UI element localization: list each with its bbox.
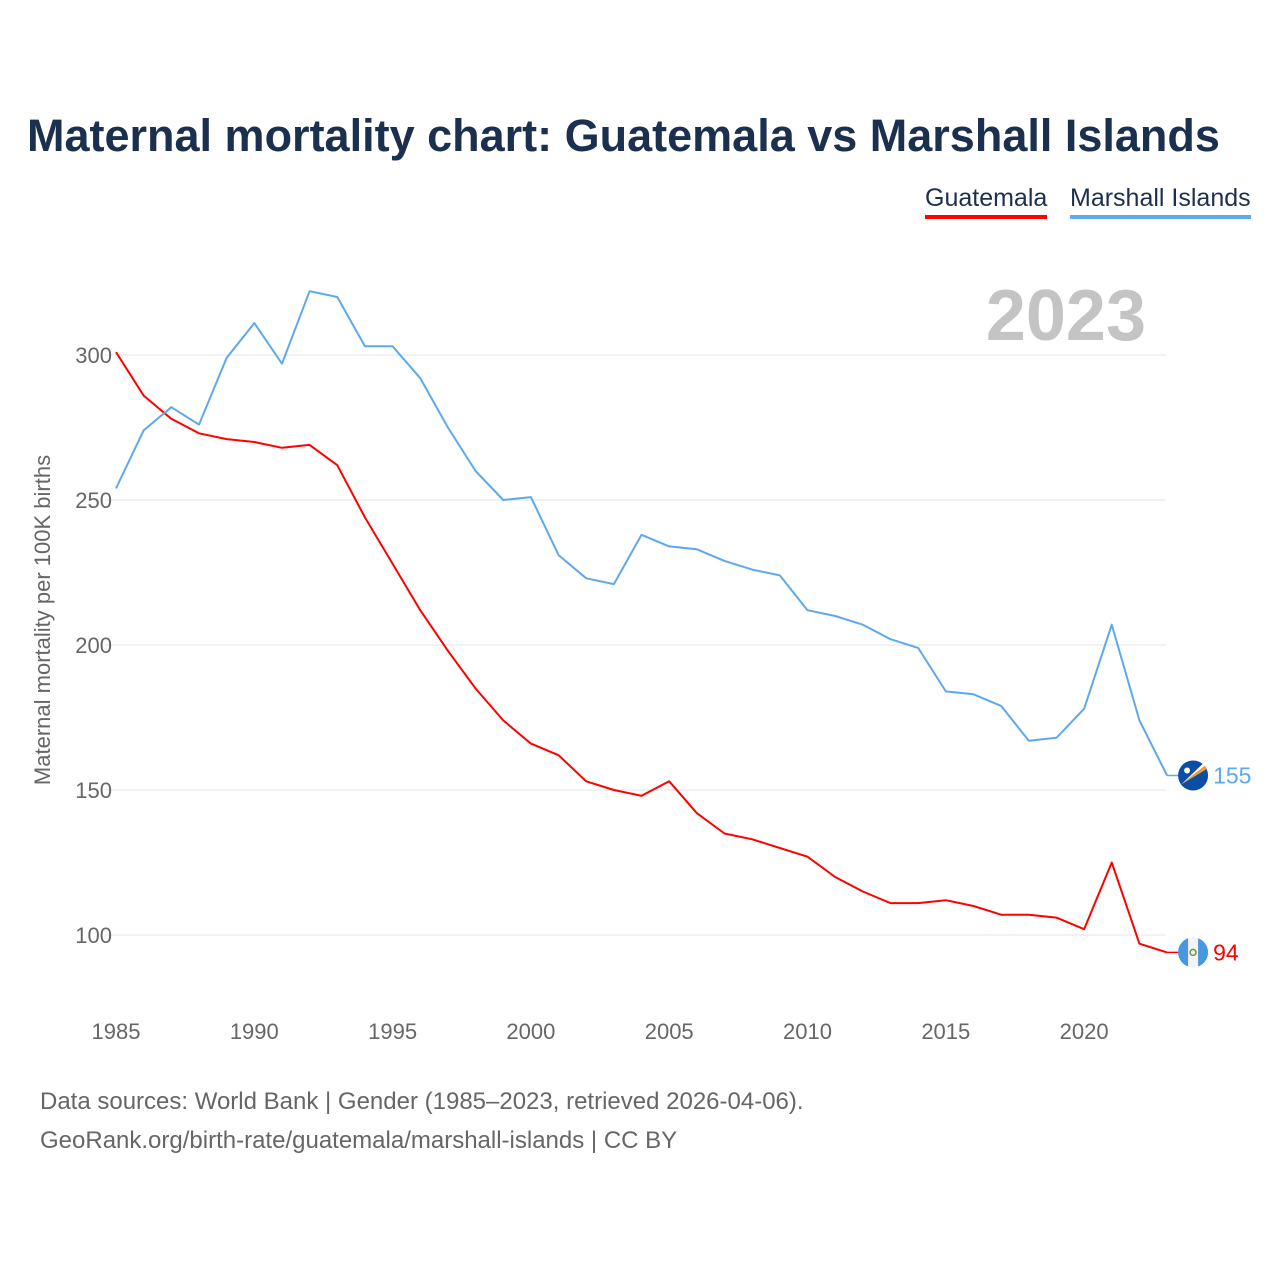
source-note: Data sources: World Bank | Gender (1985–… [40, 1088, 804, 1115]
x-tick-label: 2000 [506, 1019, 555, 1044]
x-tick-label: 2010 [783, 1019, 832, 1044]
credit-link[interactable]: GeoRank.org/birth-rate/guatemala/marshal… [40, 1127, 678, 1154]
flag-ray-white [1181, 763, 1206, 785]
y-tick-label: 300 [75, 343, 112, 368]
x-tick-label: 1995 [368, 1019, 417, 1044]
chart-title: Maternal mortality chart: Guatemala vs M… [27, 110, 1220, 161]
series-line-marshall-islands [115, 290, 1168, 776]
flag-emblem [1189, 948, 1197, 957]
end-value-label-marshall-islands: 155 [1213, 763, 1251, 789]
x-tick-label: 1990 [230, 1019, 279, 1044]
y-axis-label: Maternal mortality per 100K births [30, 455, 55, 785]
x-tick-label: 2015 [921, 1019, 970, 1044]
series-line-guatemala [115, 351, 1168, 954]
legend-marshall-islands[interactable]: Marshall Islands [1070, 184, 1251, 219]
flag-ray-orange [1181, 765, 1207, 785]
y-tick-label: 250 [75, 488, 112, 513]
end-value-label-guatemala: 94 [1213, 939, 1239, 965]
y-tick-label: 200 [75, 633, 112, 658]
y-tick-label: 150 [75, 778, 112, 803]
x-tick-label: 2005 [645, 1019, 694, 1044]
flag-star [1184, 767, 1191, 774]
x-tick-label: 2020 [1060, 1019, 1109, 1044]
y-tick-label: 100 [75, 923, 112, 948]
legend-guatemala[interactable]: Guatemala [925, 184, 1048, 219]
year-label: 2023 [986, 276, 1146, 356]
flag-stripe [1188, 937, 1199, 968]
x-tick-label: 1985 [92, 1019, 141, 1044]
